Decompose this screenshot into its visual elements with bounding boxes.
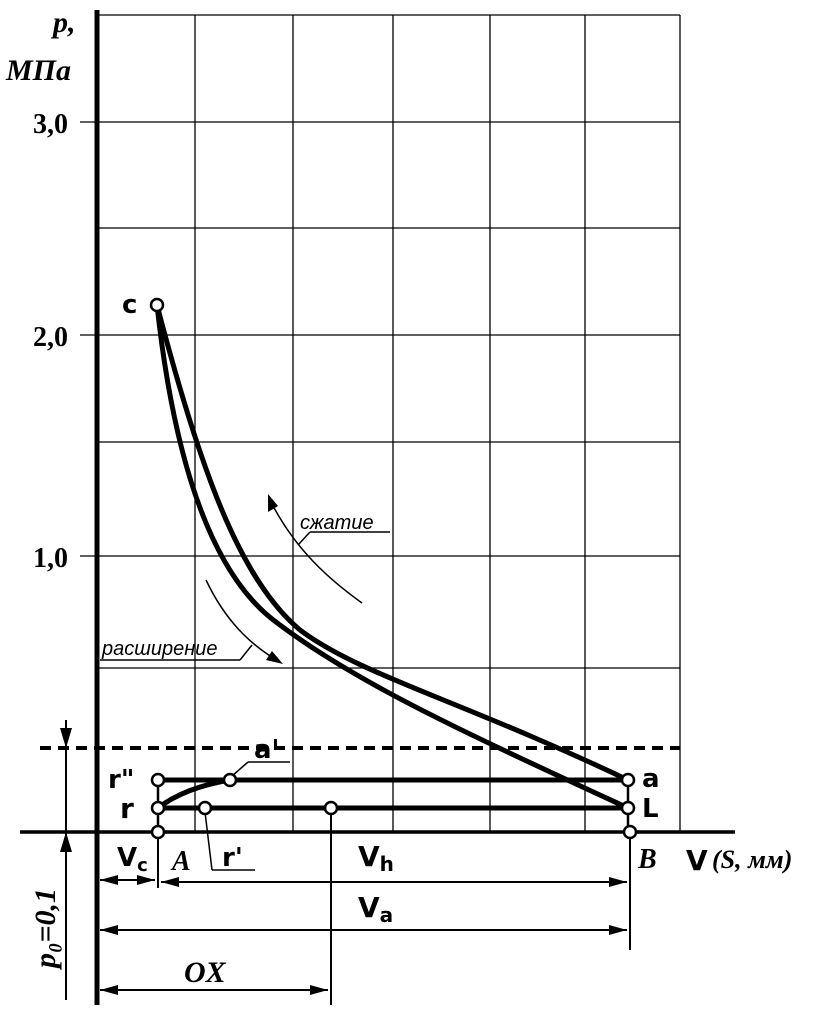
point-ox bbox=[323, 800, 339, 816]
point-L bbox=[620, 800, 636, 816]
label-vc: Vc bbox=[117, 843, 148, 876]
label-c: c bbox=[122, 290, 137, 320]
label-A: A bbox=[170, 846, 191, 877]
y-axis-label-unit: МПа bbox=[5, 54, 71, 87]
label-expansion: расширение bbox=[101, 638, 217, 660]
y-tick-2: 2,0 bbox=[33, 322, 68, 353]
label-r-double-prime: r" bbox=[108, 765, 134, 795]
label-a-prime: a' bbox=[254, 735, 280, 765]
y-tick-1: 1,0 bbox=[33, 543, 68, 574]
label-L: L bbox=[642, 794, 659, 824]
point-r bbox=[150, 800, 166, 816]
a-prime-leader bbox=[231, 761, 249, 777]
point-r-prime bbox=[197, 800, 213, 816]
point-c bbox=[149, 297, 165, 313]
p0-dimension bbox=[60, 720, 72, 1000]
point-r-double-prime bbox=[150, 772, 166, 788]
valve-overlap-line bbox=[155, 777, 233, 811]
p0-label: p₀=0,1 bbox=[29, 888, 62, 971]
point-B bbox=[622, 824, 638, 840]
label-B: B bbox=[637, 844, 657, 875]
label-va: Va bbox=[358, 891, 393, 927]
point-A bbox=[150, 824, 166, 840]
point-a-prime bbox=[222, 772, 238, 788]
y-tick-3: 3,0 bbox=[33, 109, 68, 140]
label-r-prime: r' bbox=[222, 843, 243, 873]
expansion-curve bbox=[154, 302, 631, 811]
compression-arrow bbox=[268, 494, 390, 604]
label-a: a bbox=[642, 764, 660, 794]
expansion-arrow bbox=[100, 579, 283, 664]
compression-curve bbox=[154, 302, 631, 783]
x-axis-label-v: V bbox=[686, 844, 708, 877]
label-r: r bbox=[120, 792, 134, 825]
label-vh: Vh bbox=[358, 840, 394, 876]
label-compression: сжатие bbox=[300, 512, 374, 534]
r-prime-leader bbox=[204, 811, 213, 871]
grid bbox=[80, 14, 681, 832]
point-a bbox=[620, 772, 636, 788]
dimension-lines bbox=[100, 808, 631, 1005]
y-axis-label-p: p, bbox=[50, 6, 76, 39]
x-axis-label-unit: (S, мм) bbox=[712, 845, 792, 874]
label-ox: OX bbox=[184, 956, 227, 989]
